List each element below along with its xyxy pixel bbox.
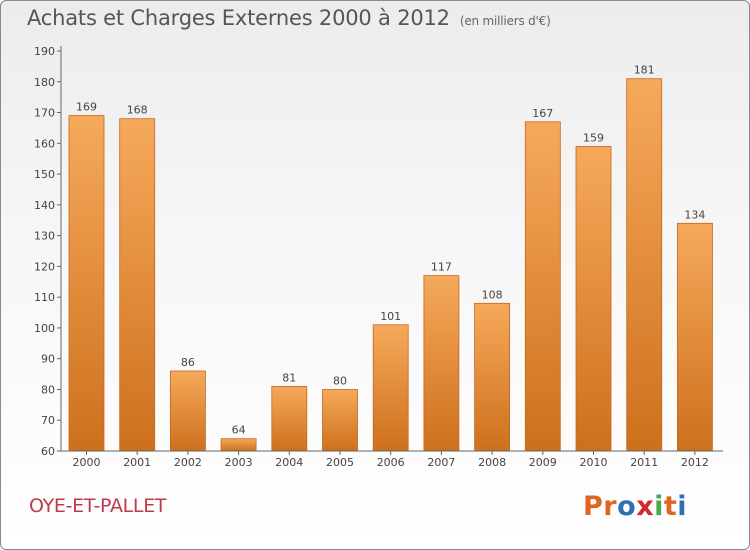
- bar-2011: [626, 78, 663, 452]
- data-label-2002: 86: [181, 356, 195, 369]
- data-label-2009: 167: [532, 107, 553, 120]
- bar-2002: [169, 370, 206, 452]
- x-tick-label-2005: 2005: [326, 456, 354, 469]
- bar-2000: [68, 115, 105, 452]
- y-tick-label-80: 80: [41, 383, 55, 396]
- logo-letter: x: [636, 491, 655, 522]
- y-tick-label-70: 70: [41, 414, 55, 427]
- bar-2004: [271, 385, 308, 452]
- bar-2008: [474, 302, 511, 452]
- y-tick-label-170: 170: [34, 107, 55, 120]
- bar-2007: [423, 275, 460, 452]
- y-tick-label-160: 160: [34, 137, 55, 150]
- x-tick-label-2010: 2010: [580, 456, 608, 469]
- data-label-2003: 64: [232, 424, 246, 437]
- bar-2001: [119, 118, 156, 452]
- data-label-2006: 101: [380, 310, 401, 323]
- x-tick-label-2012: 2012: [681, 456, 709, 469]
- y-tick-label-100: 100: [34, 322, 55, 335]
- data-label-2000: 169: [76, 101, 97, 114]
- chart-title: Achats et Charges Externes 2000 à 2012 (e…: [27, 6, 551, 30]
- logo-letter: o: [617, 491, 637, 522]
- data-label-2010: 159: [583, 131, 604, 144]
- y-tick-label-110: 110: [34, 291, 55, 304]
- bar-2005: [322, 389, 358, 452]
- data-label-2011: 181: [634, 64, 655, 77]
- logo-letter: P: [583, 491, 604, 522]
- data-label-2008: 108: [482, 288, 503, 301]
- bar-2003: [220, 438, 257, 452]
- x-tick-label-2008: 2008: [478, 456, 506, 469]
- data-label-2012: 134: [684, 208, 705, 221]
- x-tick-label-2011: 2011: [630, 456, 658, 469]
- y-tick-label-130: 130: [34, 230, 55, 243]
- commune-name: OYE-ET-PALLET: [29, 495, 167, 517]
- logo-letter: r: [603, 491, 618, 522]
- y-tick-label-140: 140: [34, 199, 55, 212]
- x-tick-label-2009: 2009: [529, 456, 557, 469]
- data-label-2007: 117: [431, 261, 452, 274]
- chart-subtitle: (en milliers d'€): [459, 14, 551, 28]
- data-label-2005: 80: [333, 375, 347, 388]
- x-tick-label-2000: 2000: [73, 456, 101, 469]
- y-tick-label-180: 180: [34, 76, 55, 89]
- x-tick-label-2001: 2001: [123, 456, 151, 469]
- bar-2012: [677, 222, 713, 452]
- x-tick-label-2006: 2006: [377, 456, 405, 469]
- x-tick-label-2002: 2002: [174, 456, 202, 469]
- bar-2010: [575, 145, 612, 452]
- y-tick-label-150: 150: [34, 168, 55, 181]
- logo-letter: i: [677, 491, 688, 522]
- data-label-2004: 81: [282, 371, 296, 384]
- bar-2006: [372, 324, 409, 452]
- bar-2009: [524, 121, 561, 452]
- x-tick-label-2003: 2003: [225, 456, 253, 469]
- y-tick-label-90: 90: [41, 353, 55, 366]
- logo-letter: i: [654, 491, 664, 522]
- y-tick-label-60: 60: [41, 445, 55, 458]
- x-tick-label-2007: 2007: [427, 456, 455, 469]
- x-tick-label-2004: 2004: [275, 456, 303, 469]
- data-label-2001: 168: [127, 104, 148, 117]
- logo-letter: t: [663, 491, 678, 522]
- y-tick-label-190: 190: [34, 45, 55, 58]
- chart-title-text: Achats et Charges Externes 2000 à 2012: [27, 6, 450, 30]
- proxiti-logo: Proxiti: [583, 491, 687, 522]
- y-tick-label-120: 120: [34, 260, 55, 273]
